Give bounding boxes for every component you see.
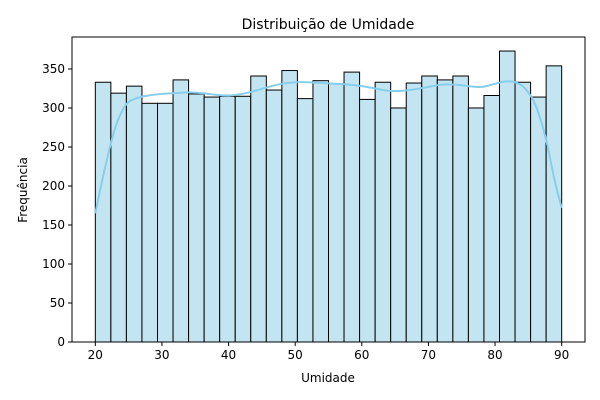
histogram-bar (374, 81, 392, 343)
x-axis-label: Umidade (301, 371, 355, 385)
bars-group (94, 50, 563, 343)
histogram-bar (157, 102, 174, 343)
x-tick-label: 50 (288, 348, 303, 362)
histogram-bar (141, 102, 158, 343)
histogram-bar (110, 92, 127, 343)
x-tick-label: 30 (154, 348, 169, 362)
histogram-bar (390, 107, 407, 343)
histogram-bar (359, 98, 376, 343)
y-axis-ticks: 0 50 100 150 200 250 300 350 (42, 62, 72, 349)
histogram-bar (452, 75, 469, 343)
histogram-bar (514, 81, 532, 343)
histogram-bar (265, 89, 283, 343)
x-tick-label: 40 (221, 348, 236, 362)
y-tick-label: 50 (50, 296, 65, 310)
histogram-bar (421, 75, 438, 343)
histogram-bar (188, 93, 205, 343)
x-tick-label: 60 (354, 348, 369, 362)
y-tick-label: 150 (42, 218, 65, 232)
histogram-bar (234, 95, 252, 343)
histogram-bar (125, 85, 143, 343)
y-tick-label: 300 (42, 101, 65, 115)
histogram-bar (172, 79, 190, 343)
histogram-bar (467, 107, 485, 343)
y-tick-label: 0 (57, 335, 65, 349)
chart-title: Distribuição de Umidade (242, 17, 415, 33)
histogram-bar (545, 65, 563, 343)
histogram-bar (312, 80, 329, 343)
histogram-bar (219, 95, 236, 343)
y-axis-label: Frequência (16, 157, 30, 223)
y-tick-label: 200 (42, 179, 65, 193)
histogram-bar (436, 79, 454, 343)
y-tick-label: 100 (42, 257, 65, 271)
histogram-bar (296, 98, 314, 343)
x-tick-label: 20 (88, 348, 103, 362)
x-axis-ticks: 20 30 40 50 60 70 80 90 (88, 342, 569, 362)
y-tick-label: 250 (42, 140, 65, 154)
histogram-bar (203, 96, 221, 343)
histogram-bar (328, 83, 345, 343)
histogram-bar (250, 75, 267, 343)
x-tick-label: 80 (487, 348, 502, 362)
histogram-bar (405, 82, 423, 343)
kde-line (94, 80, 563, 214)
histogram-bar (281, 70, 298, 343)
histogram-bar (483, 95, 501, 343)
histogram-bar (94, 81, 112, 343)
plot-frame (71, 36, 586, 343)
histogram-bar (499, 50, 516, 343)
histogram-bar (343, 71, 361, 343)
x-tick-label: 90 (554, 348, 569, 362)
x-tick-label: 70 (421, 348, 436, 362)
y-tick-label: 350 (42, 62, 65, 76)
